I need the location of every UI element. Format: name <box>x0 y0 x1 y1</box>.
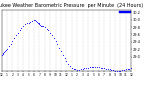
Point <box>33 20 35 21</box>
Point <box>112 70 115 71</box>
Point <box>34 20 36 21</box>
Point <box>37 23 40 24</box>
Point <box>35 21 38 23</box>
Point <box>65 60 68 62</box>
Point <box>123 69 125 71</box>
Point <box>38 23 41 25</box>
Point <box>56 44 59 45</box>
Point <box>39 24 42 25</box>
Point <box>51 34 53 36</box>
Point <box>35 20 37 22</box>
Point <box>94 66 96 67</box>
Text: Milwaukee Weather Barometric Pressure  per Minute  (24 Hours): Milwaukee Weather Barometric Pressure pe… <box>0 3 143 8</box>
Point <box>9 43 12 44</box>
Point <box>116 70 118 72</box>
Point <box>20 27 23 28</box>
Point <box>26 23 28 24</box>
Point <box>105 68 107 69</box>
Point <box>11 40 14 42</box>
Point <box>101 67 104 69</box>
Point <box>124 69 127 70</box>
Point <box>98 67 100 68</box>
Point <box>60 50 62 52</box>
Point <box>80 69 82 70</box>
Point <box>83 68 86 69</box>
Point <box>87 67 89 68</box>
Bar <box>120 11 131 13</box>
Point <box>27 22 30 23</box>
Point <box>49 32 52 33</box>
Point <box>61 54 64 55</box>
Point <box>128 68 131 69</box>
Point <box>67 63 69 65</box>
Point <box>76 69 78 71</box>
Point <box>71 67 73 68</box>
Point <box>22 25 24 27</box>
Point <box>52 37 55 39</box>
Point <box>126 68 129 70</box>
Point <box>99 67 102 68</box>
Point <box>110 69 113 71</box>
Point <box>29 21 32 22</box>
Point <box>96 66 98 68</box>
Point <box>108 69 111 70</box>
Point <box>4 50 6 52</box>
Point <box>5 50 7 51</box>
Point <box>85 67 88 69</box>
Point <box>63 57 66 59</box>
Point <box>88 67 91 68</box>
Point <box>13 37 16 39</box>
Point <box>6 48 8 50</box>
Point <box>72 68 75 69</box>
Point <box>1 53 4 54</box>
Point <box>114 70 116 71</box>
Point <box>40 25 43 26</box>
Point <box>69 66 71 67</box>
Point <box>2 52 5 54</box>
Point <box>119 70 122 71</box>
Point <box>15 34 17 36</box>
Point <box>31 20 33 21</box>
Point <box>117 70 120 72</box>
Point <box>81 68 84 69</box>
Point <box>0 54 3 55</box>
Point <box>24 24 26 25</box>
Point <box>3 51 6 53</box>
Point <box>41 25 43 27</box>
Point <box>54 40 57 42</box>
Point <box>103 68 105 69</box>
Point <box>74 69 77 70</box>
Point <box>47 29 50 31</box>
Point <box>18 29 21 31</box>
Point <box>42 26 44 27</box>
Point <box>90 66 93 68</box>
Point <box>121 70 124 71</box>
Point <box>45 28 48 29</box>
Point <box>36 22 39 23</box>
Point <box>8 46 10 47</box>
Point <box>92 66 95 67</box>
Point <box>130 68 132 69</box>
Point <box>78 69 80 71</box>
Point <box>58 47 60 48</box>
Point <box>16 32 19 33</box>
Point <box>107 68 109 70</box>
Point <box>44 26 46 28</box>
